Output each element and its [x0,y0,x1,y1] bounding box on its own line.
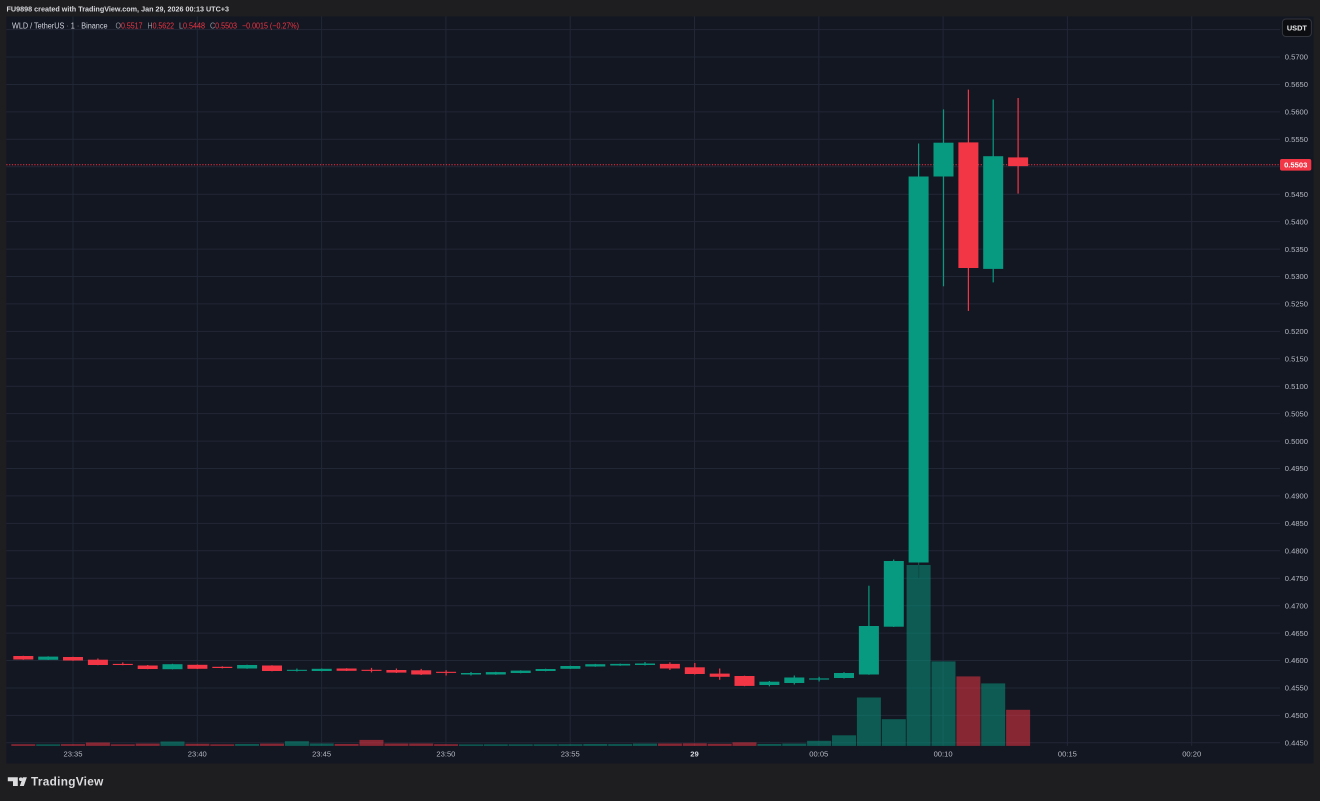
svg-text:0.5650: 0.5650 [1285,80,1308,89]
svg-text:00:05: 00:05 [809,749,828,758]
svg-text:23:50: 23:50 [436,749,455,758]
svg-text:0.5503: 0.5503 [1284,161,1307,170]
svg-text:0.5700: 0.5700 [1285,53,1308,62]
svg-text:C0.5503: C0.5503 [210,22,237,31]
svg-text:L0.5448: L0.5448 [179,22,205,31]
svg-text:O0.5517: O0.5517 [116,22,143,31]
svg-text:H0.5622: H0.5622 [148,22,175,31]
svg-text:0.4650: 0.4650 [1285,629,1308,638]
svg-text:0.4750: 0.4750 [1285,574,1308,583]
svg-text:0.5000: 0.5000 [1285,437,1308,446]
svg-text:0.4850: 0.4850 [1285,519,1308,528]
svg-text:0.5450: 0.5450 [1285,190,1308,199]
svg-text:0.5350: 0.5350 [1285,245,1308,254]
svg-text:USDT: USDT [1287,24,1308,33]
svg-text:0.4700: 0.4700 [1285,601,1308,610]
svg-text:0.4600: 0.4600 [1285,656,1308,665]
svg-text:FU9898 created with TradingVie: FU9898 created with TradingView.com, Jan… [7,4,230,13]
svg-text:0.5150: 0.5150 [1285,355,1308,364]
svg-text:0.5050: 0.5050 [1285,409,1308,418]
svg-text:00:15: 00:15 [1058,749,1077,758]
svg-text:−0.0015 (−0.27%): −0.0015 (−0.27%) [242,22,299,31]
svg-text:TradingView: TradingView [31,775,104,789]
svg-text:0.5600: 0.5600 [1285,108,1308,117]
svg-text:23:40: 23:40 [188,749,207,758]
svg-text:29: 29 [690,749,698,758]
svg-text:0.5400: 0.5400 [1285,217,1308,226]
svg-text:0.5550: 0.5550 [1285,135,1308,144]
svg-text:23:55: 23:55 [561,749,580,758]
svg-text:0.4550: 0.4550 [1285,684,1308,693]
svg-text:0.5300: 0.5300 [1285,272,1308,281]
svg-text:0.4450: 0.4450 [1285,739,1308,748]
svg-text:0.4950: 0.4950 [1285,464,1308,473]
svg-text:23:35: 23:35 [63,749,82,758]
svg-text:0.4800: 0.4800 [1285,547,1308,556]
svg-text:0.5200: 0.5200 [1285,327,1308,336]
svg-text:0.5100: 0.5100 [1285,382,1308,391]
svg-text:0.5250: 0.5250 [1285,300,1308,309]
svg-text:23:45: 23:45 [312,749,331,758]
svg-text:0.4900: 0.4900 [1285,492,1308,501]
svg-text:WLD / TetherUS · 1 · Binance: WLD / TetherUS · 1 · Binance [12,22,108,31]
svg-text:0.4500: 0.4500 [1285,711,1308,720]
svg-text:00:10: 00:10 [934,749,953,758]
svg-text:00:20: 00:20 [1182,749,1201,758]
